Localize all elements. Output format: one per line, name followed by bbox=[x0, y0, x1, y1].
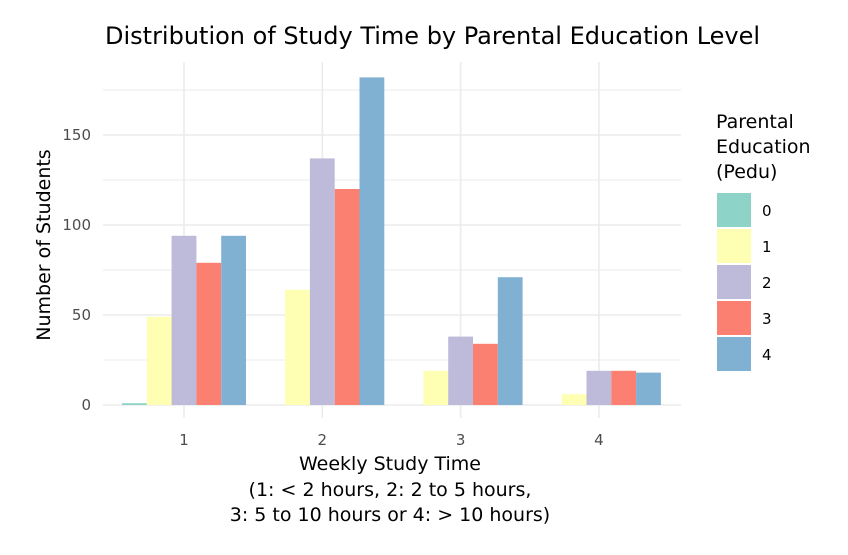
bar-cat-2-pedu-3 bbox=[334, 189, 360, 405]
x-axis-title-line-1: Weekly Study Time bbox=[299, 453, 481, 475]
bar-cat-3-pedu-3 bbox=[473, 343, 498, 405]
bar-cat-1-pedu-1 bbox=[146, 316, 172, 405]
legend-swatch-1 bbox=[717, 229, 751, 263]
bar-cat-3-pedu-2 bbox=[448, 336, 473, 405]
legend-items: 0 1 2 3 4 bbox=[717, 193, 772, 371]
bar-cat-4-pedu-2 bbox=[586, 370, 612, 405]
legend-label-3: 3 bbox=[762, 310, 772, 328]
legend-label-0: 0 bbox=[762, 202, 772, 220]
x-tick-label: 2 bbox=[318, 431, 328, 449]
legend-swatch-3 bbox=[717, 301, 751, 335]
y-axis-ticks: 0 50 100 150 bbox=[62, 126, 91, 414]
x-tick-label: 1 bbox=[179, 431, 189, 449]
bars bbox=[122, 77, 661, 406]
bar-cat-4-pedu-3 bbox=[611, 370, 637, 405]
legend-swatch-2 bbox=[717, 265, 751, 299]
y-tick-label: 150 bbox=[62, 126, 91, 144]
legend-label-2: 2 bbox=[762, 274, 772, 292]
y-tick-label: 0 bbox=[81, 396, 91, 414]
bar-cat-3-pedu-1 bbox=[423, 370, 449, 405]
x-axis-title-line-2: (1: < 2 hours, 2: 2 to 5 hours, bbox=[249, 479, 532, 501]
legend-swatch-4 bbox=[717, 337, 751, 371]
bar-cat-1-pedu-0 bbox=[122, 403, 147, 405]
bar-cat-1-pedu-3 bbox=[196, 262, 222, 405]
y-axis-title: Number of Students bbox=[33, 149, 55, 340]
y-tick-label: 50 bbox=[72, 306, 91, 324]
legend-title-line-3: (Pedu) bbox=[716, 161, 777, 183]
bar-cat-1-pedu-2 bbox=[171, 235, 197, 405]
x-tick-label: 4 bbox=[594, 431, 604, 449]
x-axis-title-line-3: 3: 5 to 10 hours or 4: > 10 hours) bbox=[230, 504, 550, 526]
x-tick-label: 3 bbox=[456, 431, 466, 449]
legend-title-line-2: Education bbox=[716, 136, 811, 158]
legend-label-4: 4 bbox=[762, 346, 772, 364]
bar-cat-2-pedu-1 bbox=[285, 289, 310, 405]
bar-cat-3-pedu-4 bbox=[497, 277, 523, 405]
x-axis-ticks: 1 2 3 4 bbox=[179, 431, 603, 449]
bar-cat-1-pedu-4 bbox=[221, 235, 246, 405]
legend: Parental Education (Pedu) 0 1 2 3 4 bbox=[716, 111, 811, 371]
legend-swatch-0 bbox=[717, 193, 751, 227]
legend-label-1: 1 bbox=[762, 238, 772, 256]
bar-cat-2-pedu-4 bbox=[359, 77, 385, 406]
legend-title-line-1: Parental bbox=[716, 111, 794, 133]
bar-cat-4-pedu-4 bbox=[636, 372, 661, 405]
bar-cat-2-pedu-2 bbox=[309, 158, 335, 405]
chart-title: Distribution of Study Time by Parental E… bbox=[105, 22, 760, 50]
bar-cat-4-pedu-1 bbox=[561, 394, 587, 405]
y-tick-label: 100 bbox=[62, 216, 91, 234]
